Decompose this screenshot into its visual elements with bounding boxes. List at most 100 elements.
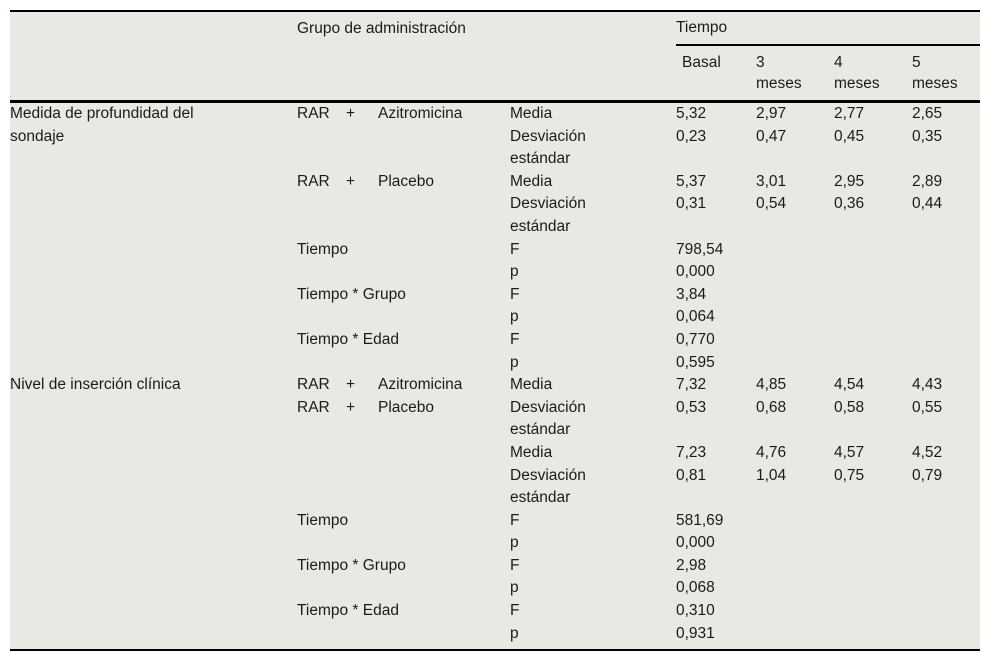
value-cell-basal: 0,595: [676, 353, 715, 371]
value-cell-3-meses: [756, 419, 834, 442]
table-row: estándar: [10, 148, 980, 171]
empty-header-cell: [10, 45, 297, 103]
table-row: Tiempo * Edad F 0,770: [10, 329, 980, 352]
group-cell: [297, 306, 510, 329]
value-cell-4-meses: 0,36: [834, 195, 865, 213]
value-cell-5-meses: 2,65: [912, 105, 943, 122]
column-header-5-meses: 5 meses: [912, 45, 981, 103]
group-cell: [297, 261, 510, 284]
group-part-drug: Placebo: [378, 172, 435, 190]
table-row: Desviación 0,81 1,04 0,75 0,79: [10, 465, 980, 488]
value-cell-4-meses: [834, 510, 912, 533]
statistic-cell: F: [510, 602, 520, 620]
measure-cell: [10, 352, 297, 375]
group-part-treatment: RAR: [297, 398, 330, 416]
value-cell-5-meses: [912, 623, 980, 646]
table-row: Tiempo F 798,54: [10, 239, 980, 262]
group-cell: Tiempo * Edad: [297, 602, 399, 620]
group-cell: [297, 193, 510, 216]
value-cell-5-meses: [912, 239, 980, 262]
table-row: Tiempo F 581,69: [10, 510, 980, 533]
value-cell-basal: 0,81: [676, 466, 707, 484]
value-cell-4-meses: [834, 577, 912, 600]
measure-cell: [10, 577, 297, 600]
measure-cell: [10, 419, 297, 442]
statistic-cell: F: [510, 330, 520, 348]
table-row: RAR + Placebo Desviación 0,53 0,68 0,58 0,55: [10, 397, 980, 420]
value-cell-5-meses: [912, 577, 980, 600]
value-cell-basal: 0,068: [676, 579, 715, 597]
table-row: Nivel de inserción clínica RAR + Azitromici…: [10, 374, 980, 397]
value-cell-3-meses: 3,01: [756, 172, 787, 190]
value-cell-basal: 0,931: [676, 624, 715, 642]
value-cell-3-meses: [756, 284, 834, 307]
group-cell: RAR + Azitromicina: [297, 102, 510, 126]
value-cell-3-meses: 0,68: [756, 398, 787, 416]
anova-results-table: Grupo de administración Tiempo Basal 3 m…: [10, 12, 981, 646]
statistic-cell: p: [510, 263, 519, 281]
value-cell-basal: 0,53: [676, 398, 707, 416]
value-cell-4-meses: [834, 239, 912, 262]
statistic-cell: Media: [510, 376, 553, 394]
group-part-plus: +: [346, 172, 356, 190]
time-columns-header-row: Basal 3 meses 4 meses 5 meses: [10, 45, 981, 103]
statistic-cell: estándar: [510, 489, 571, 507]
value-cell-3-meses: [756, 623, 834, 646]
table-row: p 0,000: [10, 532, 980, 555]
value-cell-4-meses: 4,57: [834, 443, 865, 461]
value-cell-3-meses: [756, 352, 834, 375]
value-cell-5-meses: 0,44: [912, 195, 943, 213]
value-cell-basal: 581,69: [676, 511, 724, 529]
value-cell-5-meses: 4,52: [912, 443, 943, 461]
value-cell-5-meses: [912, 306, 980, 329]
measure-cell: [10, 555, 297, 578]
measure-cell: [10, 397, 297, 420]
value-cell-5-meses: [912, 216, 980, 239]
group-cell: Tiempo * Grupo: [297, 285, 406, 303]
value-cell-3-meses: [756, 510, 834, 533]
statistic-cell: Desviación: [510, 195, 586, 213]
value-cell-3-meses: 0,54: [756, 195, 787, 213]
value-cell-5-meses: 4,43: [912, 376, 943, 394]
statistics-table: Grupo de administración Tiempo Basal 3 m…: [10, 10, 981, 652]
group-cell: [297, 442, 510, 465]
value-cell-5-meses: [912, 555, 980, 578]
statistic-cell: p: [510, 579, 519, 597]
column-header-line1: Basal: [682, 54, 721, 71]
table-row: Media 7,23 4,76 4,57 4,52: [10, 442, 980, 465]
empty-header-cell: [297, 45, 510, 103]
group-cell: RAR + Placebo: [297, 171, 510, 194]
value-cell-4-meses: [834, 555, 912, 578]
measure-cell: [10, 239, 297, 262]
value-cell-basal: 0,000: [676, 534, 715, 552]
value-cell-4-meses: [834, 487, 912, 510]
value-cell-3-meses: [756, 577, 834, 600]
statistic-cell: Media: [510, 105, 553, 122]
table-row: estándar: [10, 419, 980, 442]
group-cell: Tiempo * Grupo: [297, 556, 406, 574]
statistic-cell: estándar: [510, 217, 571, 235]
column-header-3-meses: 3 meses: [756, 45, 834, 103]
table-body: Medida de profundidad del RAR + Azitromicin…: [10, 102, 980, 646]
value-cell-basal: 5,37: [676, 172, 707, 190]
value-cell-4-meses: [834, 623, 912, 646]
value-cell-3-meses: 2,97: [756, 105, 787, 122]
statistic-cell: estándar: [510, 421, 571, 439]
table-header: Grupo de administración Tiempo Basal 3 m…: [10, 12, 981, 103]
table-row: Medida de profundidad del RAR + Azitromicin…: [10, 102, 980, 126]
statistic-cell: F: [510, 556, 520, 574]
group-cell: [297, 487, 510, 510]
value-cell-4-meses: 4,54: [834, 376, 865, 394]
value-cell-3-meses: [756, 600, 834, 623]
column-header-line2: meses: [912, 75, 958, 92]
group-cell: [297, 532, 510, 555]
table-row: p 0,064: [10, 306, 980, 329]
measure-cell: [10, 442, 297, 465]
value-cell-basal: 0,000: [676, 263, 715, 281]
table-row: Tiempo * Grupo F 2,98: [10, 555, 980, 578]
value-cell-4-meses: [834, 306, 912, 329]
measure-cell: [10, 465, 297, 488]
group-cell: Tiempo: [297, 240, 349, 258]
statistic-cell: p: [510, 534, 519, 552]
